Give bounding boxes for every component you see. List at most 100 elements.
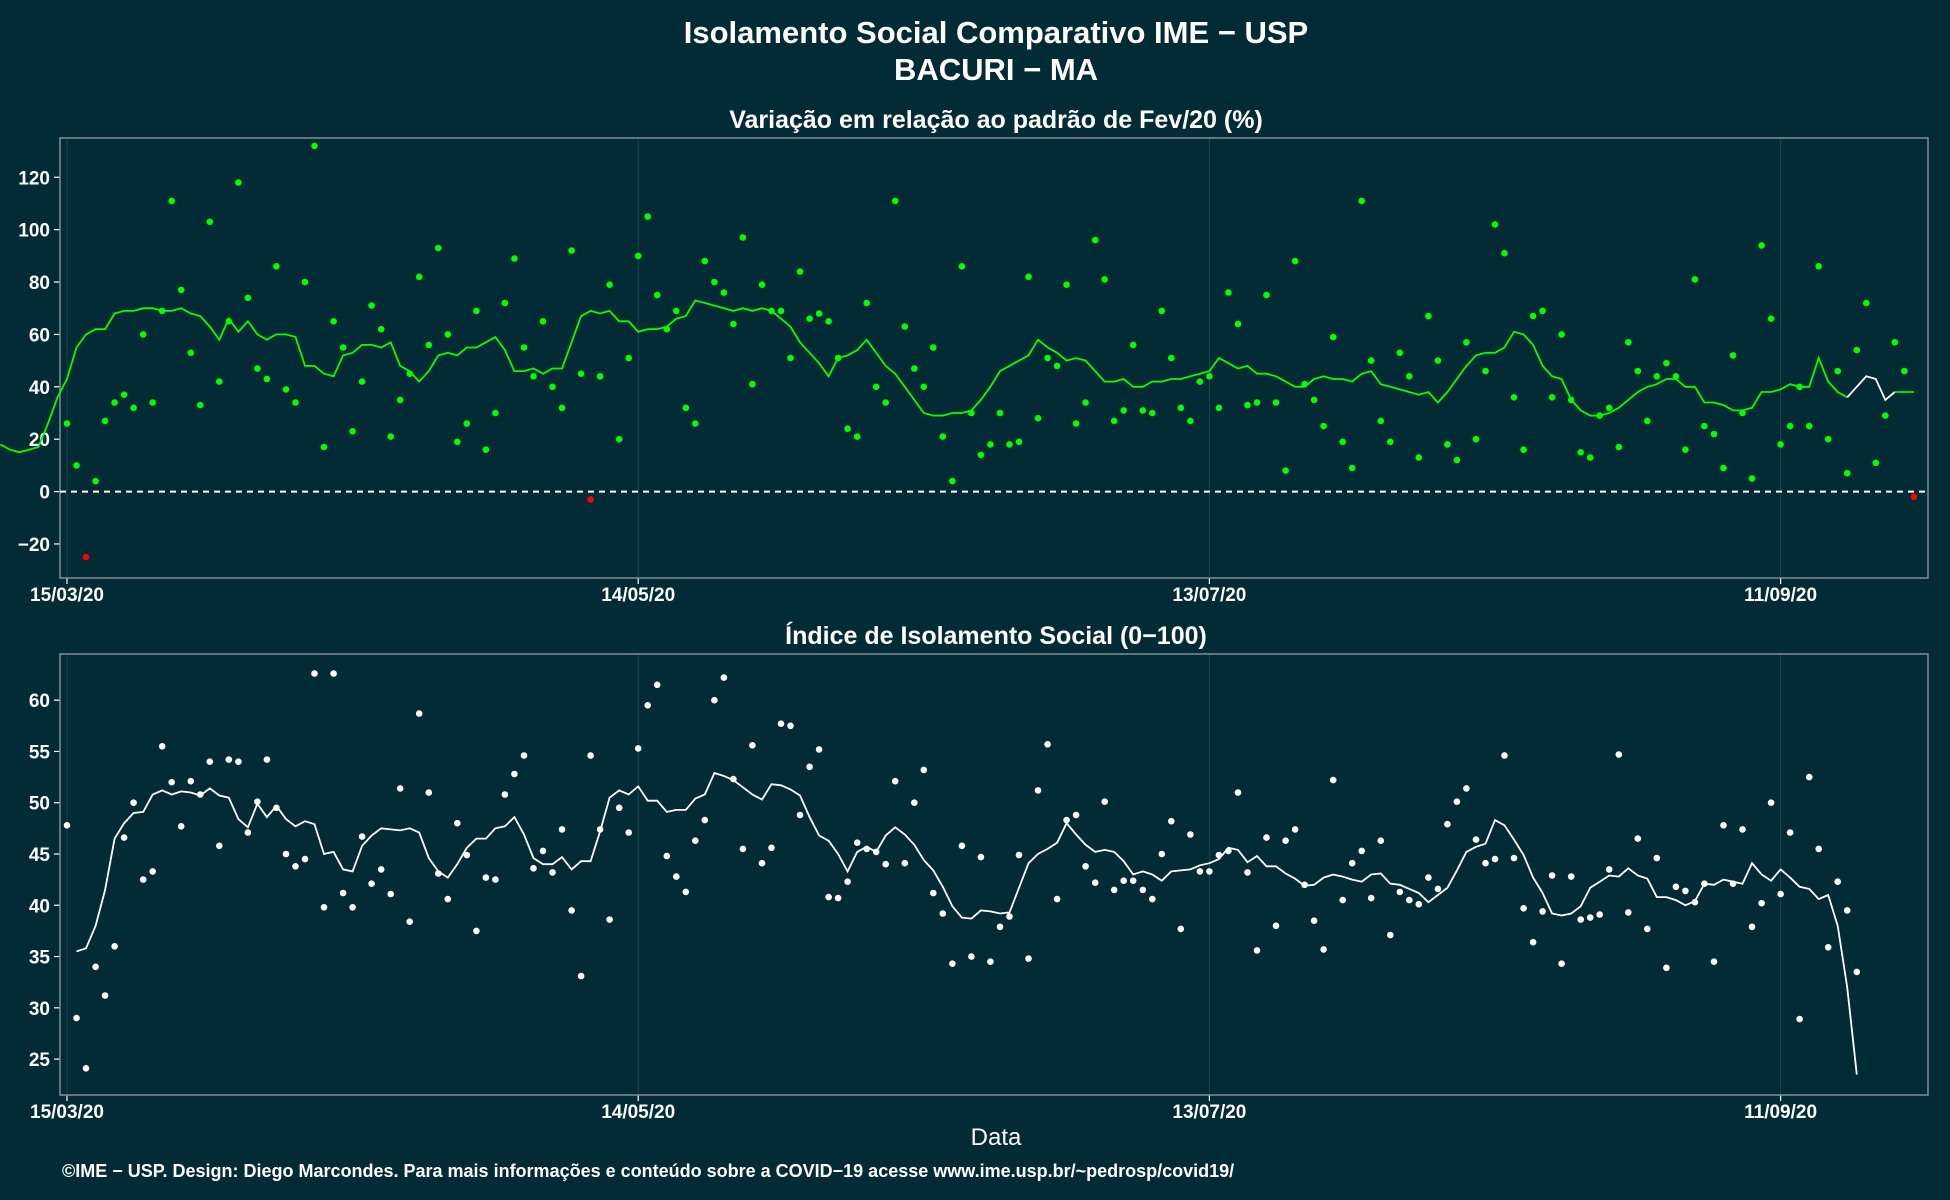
index-data-point (501, 791, 509, 798)
index-data-point (1577, 916, 1584, 923)
index-data-point (1091, 879, 1099, 886)
variation-data-point (282, 386, 290, 393)
index-data-point (92, 963, 99, 971)
index-data-point (158, 743, 166, 750)
variation-data-point (1244, 401, 1251, 409)
index-data-point (720, 674, 728, 681)
index-data-point (911, 799, 918, 806)
variation-data-point (1748, 475, 1756, 482)
variation-data-point (1425, 312, 1432, 320)
index-data-point (1348, 859, 1356, 867)
variation-data-point (1329, 333, 1337, 341)
variation-data-point (834, 354, 842, 362)
index-data-point (1291, 826, 1299, 833)
variation-data-point (825, 318, 832, 325)
index-data-point (330, 670, 337, 677)
variation-y-tick-label: 80 (29, 273, 50, 294)
index-data-point (444, 895, 452, 903)
variation-data-point (615, 435, 623, 443)
index-data-point (1339, 896, 1346, 904)
variation-data-point (1463, 339, 1470, 346)
index-data-point (1034, 787, 1042, 794)
index-data-point (711, 696, 718, 704)
index-data-point (435, 870, 442, 877)
variation-data-point (796, 268, 804, 275)
variation-y-tick-label: 40 (29, 378, 50, 399)
index-data-point (1548, 872, 1556, 879)
index-data-point (454, 819, 461, 827)
variation-data-point (1110, 417, 1118, 425)
index-data-point (1225, 847, 1232, 855)
variation-x-tick-label: 13/07/20 (1172, 585, 1246, 606)
variation-data-point (768, 307, 775, 315)
variation-data-point (1025, 273, 1032, 281)
index-data-point (1472, 836, 1480, 843)
variation-data-point (254, 365, 261, 372)
variation-y-tick-label: 120 (18, 168, 50, 189)
index-data-point (1310, 917, 1318, 924)
index-data-point (206, 758, 214, 765)
index-data-point (577, 972, 585, 980)
variation-data-point (387, 433, 395, 440)
variation-y-tick-label: −20 (18, 535, 50, 556)
index-data-point (111, 943, 118, 950)
variation-data-point (1672, 373, 1680, 380)
index-data-point (1710, 958, 1718, 965)
index-data-point (1406, 896, 1413, 904)
variation-data-point (539, 318, 547, 325)
index-data-point (530, 865, 537, 872)
variation-data-point (358, 378, 366, 385)
variation-data-point (711, 278, 718, 286)
variation-data-point (1225, 289, 1232, 296)
variation-data-point (454, 438, 461, 446)
variation-data-point (1101, 276, 1108, 283)
index-data-point (939, 910, 947, 917)
index-data-point (901, 859, 909, 867)
index-data-point (692, 837, 699, 844)
variation-data-point (1777, 441, 1784, 448)
index-data-point (263, 756, 271, 763)
variation-data-point (872, 383, 880, 391)
index-data-point (539, 847, 547, 855)
variation-data-point (473, 307, 480, 315)
variation-data-point (1396, 349, 1404, 357)
index-data-point (1720, 822, 1727, 829)
index-data-point (368, 880, 375, 887)
index-data-point (273, 804, 280, 812)
variation-data-point (1139, 407, 1147, 414)
index-data-point (1025, 955, 1032, 962)
variation-data-point (758, 281, 766, 289)
variation-data-point (1072, 420, 1080, 427)
variation-data-point (1548, 394, 1556, 401)
index-data-point (815, 746, 823, 753)
index-data-point (1463, 785, 1470, 792)
variation-data-point (1767, 315, 1775, 323)
index-data-point (1110, 886, 1118, 894)
index-data-point (1615, 751, 1623, 758)
variation-data-point (1843, 469, 1851, 477)
index-data-point (1072, 811, 1080, 819)
variation-data-point (853, 433, 861, 440)
index-data-point (1739, 826, 1746, 833)
index-data-point (787, 722, 794, 730)
index-data-point (1815, 845, 1822, 853)
chart-title-line2: BACURI − MA (894, 52, 1098, 87)
index-data-point (1767, 799, 1775, 806)
index-data-point (320, 904, 328, 911)
variation-data-point (1263, 291, 1270, 299)
index-data-point (387, 890, 395, 898)
index-data-point (987, 958, 994, 965)
index-data-point (1329, 776, 1337, 784)
index-data-point (758, 859, 766, 867)
variation-data-point (1796, 383, 1803, 391)
variation-data-point (82, 553, 90, 561)
index-data-point (634, 745, 642, 752)
variation-data-point (634, 252, 642, 260)
variation-data-point (1901, 367, 1908, 375)
variation-data-point (206, 218, 214, 226)
variation-data-point (1586, 454, 1594, 461)
variation-data-point (968, 409, 975, 417)
index-data-point (197, 791, 204, 798)
variation-data-point (1187, 417, 1194, 425)
variation-data-point (806, 315, 813, 323)
